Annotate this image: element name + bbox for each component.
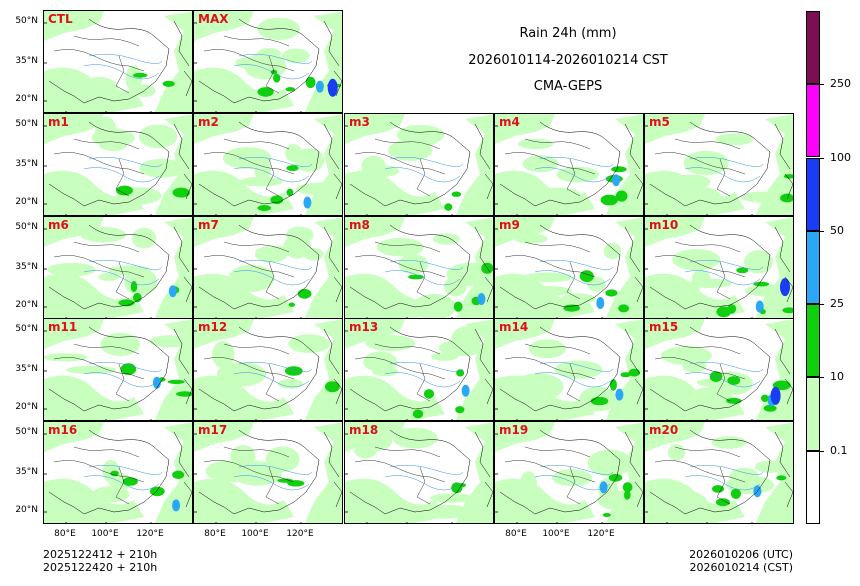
panel-label: m20: [649, 423, 679, 437]
colorbar-tick: [820, 157, 824, 159]
panel-label: MAX: [198, 12, 229, 26]
colorbar-level-label: 50: [830, 223, 844, 237]
footer-right: 2026010206 (UTC) 2026010214 (CST): [689, 548, 793, 574]
valid-time-cst: 2026010214 (CST): [689, 561, 793, 574]
colorbar-level-label: 0.1: [830, 443, 848, 457]
latitude-label: 35°N: [15, 159, 38, 169]
chart-title-model: CMA-GEPS: [533, 79, 603, 94]
latitude-label: 50°N: [15, 324, 38, 334]
map-panel: m4: [494, 113, 644, 216]
panel-label: m15: [649, 320, 679, 334]
panel-label: m7: [198, 218, 219, 232]
colorbar-tick: [820, 377, 824, 379]
colorbar-level-label: 100: [830, 150, 851, 164]
map-panel: MAX: [193, 10, 343, 113]
footer-left: 2025122412 + 210h 2025122420 + 210h: [43, 548, 157, 574]
panel-label: m11: [48, 320, 78, 334]
latitude-label: 50°N: [15, 427, 38, 437]
map-panel: m20: [644, 421, 794, 524]
colorbar-segment: [806, 84, 820, 158]
panel-label: m4: [499, 115, 520, 129]
colorbar-tick: [820, 84, 824, 86]
longitude-label: 120°E: [286, 529, 314, 539]
panel-label: m2: [198, 115, 219, 129]
panel-label: m13: [349, 320, 379, 334]
panel-label: m17: [198, 423, 228, 437]
panel-label: m10: [649, 218, 679, 232]
latitude-label: 35°N: [15, 467, 38, 477]
map-panel: m6: [43, 216, 193, 319]
map-panel: m3: [344, 113, 494, 216]
chart-title-variable: Rain 24h (mm): [519, 26, 617, 41]
panel-label: CTL: [48, 12, 73, 26]
colorbar-tick: [820, 304, 824, 306]
latitude-label: 50°N: [15, 119, 38, 129]
latitude-label: 50°N: [15, 222, 38, 232]
latitude-label: 35°N: [15, 56, 38, 66]
latitude-label: 20°N: [15, 197, 38, 207]
longitude-label: 80°E: [204, 529, 226, 539]
map-panel: m10: [644, 216, 794, 319]
colorbar-tick: [820, 450, 824, 452]
latitude-label: 35°N: [15, 364, 38, 374]
latitude-label: 20°N: [15, 402, 38, 412]
map-panel: m14: [494, 318, 644, 421]
latitude-label: 20°N: [15, 505, 38, 515]
panel-label: m9: [499, 218, 520, 232]
longitude-label: 100°E: [542, 529, 570, 539]
colorbar-segment: [806, 377, 820, 451]
colorbar-segment: [806, 230, 820, 305]
colorbar-segment: [806, 157, 820, 231]
colorbar-level-label: 10: [830, 370, 844, 384]
colorbar-level-label: 250: [830, 77, 851, 91]
panel-label: m6: [48, 218, 69, 232]
latitude-label: 20°N: [15, 300, 38, 310]
map-panel: m18: [344, 421, 494, 524]
map-panel: m5: [644, 113, 794, 216]
map-panel: m13: [344, 318, 494, 421]
init-time-cst: 2025122420 + 210h: [43, 561, 158, 574]
colorbar-segment: [806, 450, 820, 524]
valid-time-utc: 2026010206 (UTC): [689, 548, 793, 561]
map-panel: m2: [193, 113, 343, 216]
panel-label: m1: [48, 115, 69, 129]
panel-label: m8: [349, 218, 370, 232]
colorbar-tick: [820, 230, 824, 232]
latitude-label: 20°N: [15, 94, 38, 104]
panel-label: m16: [48, 423, 78, 437]
longitude-label: 100°E: [91, 529, 119, 539]
longitude-label: 80°E: [505, 529, 527, 539]
colorbar-segment: [806, 304, 820, 378]
longitude-label: 120°E: [136, 529, 164, 539]
chart-title-period: 2026010114-2026010214 CST: [468, 53, 668, 68]
panel-label: m19: [499, 423, 529, 437]
map-panel: m7: [193, 216, 343, 319]
latitude-label: 50°N: [15, 16, 38, 26]
map-panel: m19: [494, 421, 644, 524]
panel-label: m18: [349, 423, 379, 437]
map-panel: m17: [193, 421, 343, 524]
init-time-utc: 2025122412 + 210h: [43, 548, 158, 561]
colorbar-level-label: 25: [830, 297, 844, 311]
longitude-label: 80°E: [54, 529, 76, 539]
colorbar-segment: [806, 10, 820, 85]
longitude-label: 120°E: [587, 529, 615, 539]
map-panel: m8: [344, 216, 494, 319]
map-panel: m9: [494, 216, 644, 319]
map-panel: m12: [193, 318, 343, 421]
panel-label: m3: [349, 115, 370, 129]
panel-label: m5: [649, 115, 670, 129]
map-panel: m1: [43, 113, 193, 216]
latitude-label: 35°N: [15, 262, 38, 272]
panel-label: m12: [198, 320, 228, 334]
map-panel: CTL: [43, 10, 193, 113]
longitude-label: 100°E: [241, 529, 269, 539]
map-panel: m11: [43, 318, 193, 421]
map-panel: m15: [644, 318, 794, 421]
panel-label: m14: [499, 320, 529, 334]
map-panel: m16: [43, 421, 193, 524]
